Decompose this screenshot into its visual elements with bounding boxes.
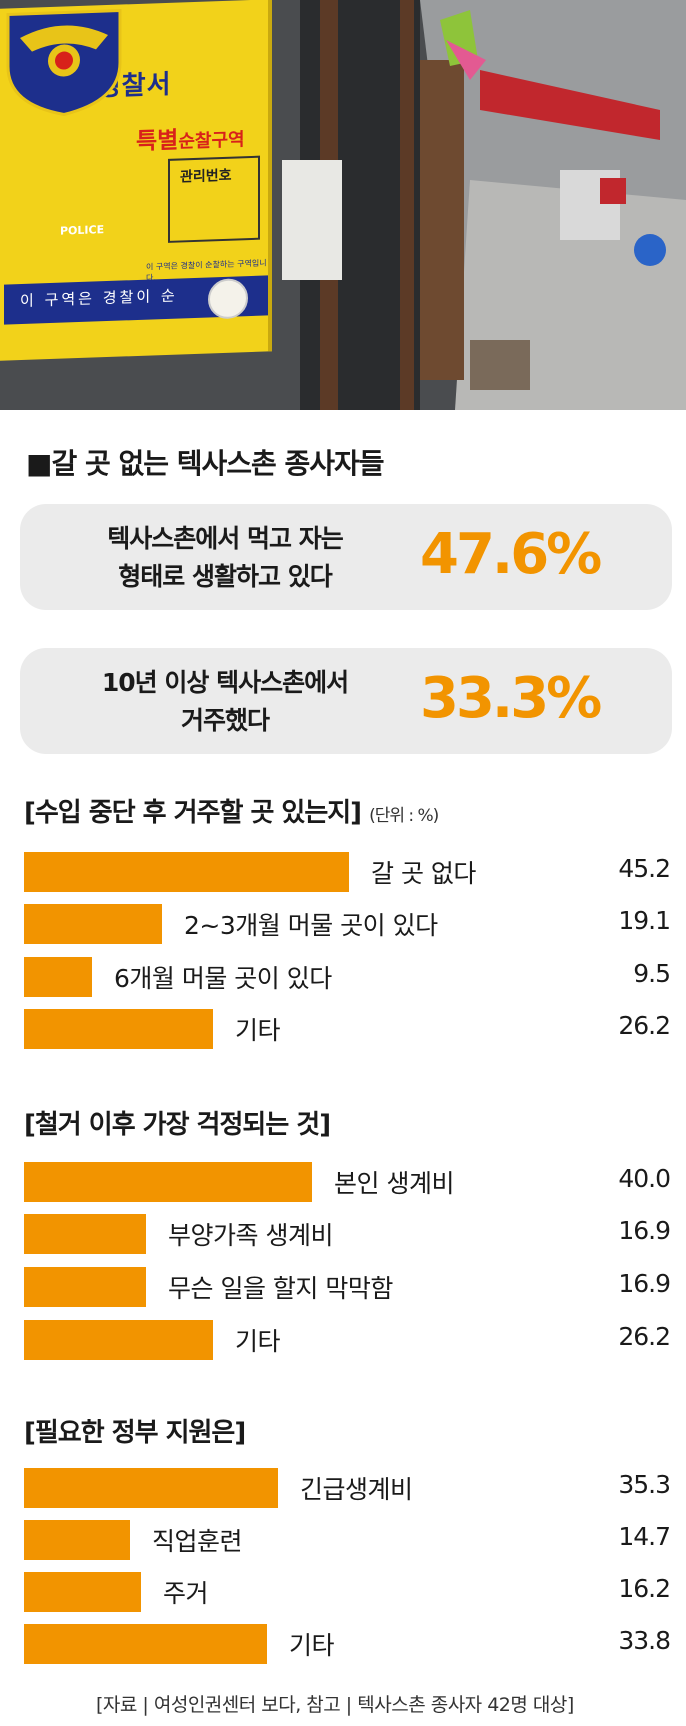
bar-row: 2~3개월 머물 곳이 있다 19.1 — [24, 904, 671, 950]
bar-label: 6개월 머물 곳이 있다 — [114, 964, 332, 993]
stat-box-1: 텍사스촌에서 먹고 자는 형태로 생활하고 있다 47.6% — [20, 504, 672, 610]
chart-3-title: [필요한 정부 지원은] — [24, 1418, 246, 1448]
bar — [24, 1520, 130, 1560]
bar-row: 부양가족 생계비 16.9 — [24, 1214, 671, 1260]
bar — [24, 1267, 146, 1307]
stat-box-2: 10년 이상 텍사스촌에서 거주했다 33.3% — [20, 648, 672, 754]
bar-value-label: 16.9 — [618, 1216, 671, 1245]
stat-1-line1: 텍사스촌에서 먹고 자는 — [107, 524, 343, 553]
stat-2-line2: 거주했다 — [180, 706, 270, 735]
bar-label: 2~3개월 머물 곳이 있다 — [184, 911, 438, 940]
bar-label: 직업훈련 — [152, 1527, 243, 1556]
stat-2-text: 10년 이상 텍사스촌에서 거주했다 — [60, 664, 390, 740]
sign-subtitle: 특별순찰구역 — [136, 127, 245, 155]
bar — [24, 1320, 213, 1360]
bar-label: 기타 — [235, 1016, 281, 1045]
bar-row: 기타 33.8 — [24, 1624, 671, 1670]
bar — [24, 957, 92, 997]
bar-label: 기타 — [289, 1631, 335, 1660]
bar-row: 기타 26.2 — [24, 1009, 671, 1055]
bar — [24, 1162, 312, 1202]
bar — [24, 1214, 146, 1254]
bar-value-label: 14.7 — [618, 1522, 671, 1551]
bar-label: 기타 — [235, 1327, 281, 1356]
bar-row: 무슨 일을 할지 막막함 16.9 — [24, 1267, 671, 1313]
bar — [24, 1624, 267, 1664]
bar-value-label: 9.5 — [633, 959, 671, 988]
header-photo: 종암경찰서 특별순찰구역 POLICE 관리번호 이 구역은 경찰이 순찰하는 … — [0, 0, 686, 410]
bar-value-label: 26.2 — [618, 1322, 671, 1351]
stat-1-value: 47.6% — [420, 522, 602, 587]
badge-police-text: POLICE — [60, 223, 105, 238]
bar-label: 본인 생계비 — [334, 1169, 454, 1198]
chart-1-title-text: [수입 중단 후 거주할 곳 있는지] — [24, 798, 362, 828]
police-badge-icon — [6, 9, 122, 117]
page-title: ■갈 곳 없는 텍사스촌 종사자들 — [26, 447, 385, 480]
bar-label: 무슨 일을 할지 막막함 — [168, 1274, 393, 1303]
bar-row: 기타 26.2 — [24, 1320, 671, 1366]
bar — [24, 1468, 278, 1508]
bar-row: 갈 곳 없다 45.2 — [24, 852, 671, 898]
stat-2-line1: 10년 이상 텍사스촌에서 — [101, 668, 349, 697]
bar — [24, 1572, 141, 1612]
chart-2-title: [철거 이후 가장 걱정되는 것] — [24, 1110, 331, 1140]
bar-value-label: 26.2 — [618, 1011, 671, 1040]
chart-1-unit: (단위 : %) — [369, 806, 439, 826]
stat-2-value: 33.3% — [420, 666, 602, 731]
bar-row: 긴급생계비 35.3 — [24, 1468, 671, 1514]
bar-label: 긴급생계비 — [300, 1475, 413, 1504]
bar-value-label: 35.3 — [618, 1470, 671, 1499]
bar — [24, 852, 349, 892]
bar-value-label: 45.2 — [618, 854, 671, 883]
stat-1-line2: 형태로 생활하고 있다 — [118, 562, 332, 591]
stat-1-text: 텍사스촌에서 먹고 자는 형태로 생활하고 있다 — [60, 520, 390, 596]
sign-number-label: 관리번호 — [180, 167, 232, 186]
bar-value-label: 16.2 — [618, 1574, 671, 1603]
bar-label: 부양가족 생계비 — [168, 1221, 333, 1250]
bar-row: 6개월 머물 곳이 있다 9.5 — [24, 957, 671, 1003]
sign-number-box: 관리번호 — [168, 155, 260, 243]
bar — [24, 904, 162, 944]
bar-label: 갈 곳 없다 — [371, 859, 476, 888]
bar-value-label: 40.0 — [618, 1164, 671, 1193]
source-note: [자료 | 여성인권센터 보다, 참고 | 텍사스촌 종사자 42명 대상] — [96, 1694, 574, 1716]
bar-row: 본인 생계비 40.0 — [24, 1162, 671, 1208]
bar-value-label: 16.9 — [618, 1269, 671, 1298]
bar — [24, 1009, 213, 1049]
chart-1-title: [수입 중단 후 거주할 곳 있는지] (단위 : %) — [24, 792, 439, 829]
bar-value-label: 19.1 — [618, 906, 671, 935]
bar-row: 직업훈련 14.7 — [24, 1520, 671, 1566]
police-sign: 종암경찰서 특별순찰구역 POLICE 관리번호 이 구역은 경찰이 순찰하는 … — [0, 0, 272, 361]
bar-label: 주거 — [163, 1579, 209, 1608]
street-scene-illustration — [0, 0, 686, 410]
bar-value-label: 33.8 — [618, 1626, 671, 1655]
bar-row: 주거 16.2 — [24, 1572, 671, 1618]
